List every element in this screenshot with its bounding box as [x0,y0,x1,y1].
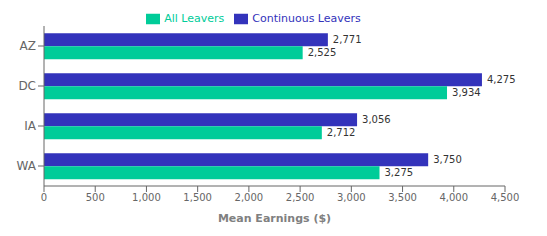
svg-text:3,500: 3,500 [388,192,417,203]
svg-text:DC: DC [18,79,36,93]
svg-text:500: 500 [86,192,105,203]
svg-text:3,056: 3,056 [362,114,391,125]
svg-text:2,500: 2,500 [286,192,315,203]
svg-text:3,934: 3,934 [452,87,481,98]
svg-text:4,000: 4,000 [439,192,468,203]
svg-text:AZ: AZ [20,39,36,53]
svg-text:WA: WA [17,159,37,173]
svg-text:3,000: 3,000 [337,192,366,203]
svg-text:2,712: 2,712 [327,127,356,138]
svg-text:4,275: 4,275 [487,74,516,85]
svg-text:2,000: 2,000 [235,192,264,203]
svg-text:IA: IA [24,119,37,133]
svg-text:3,750: 3,750 [433,154,462,165]
svg-text:4,500: 4,500 [491,192,520,203]
svg-text:1,500: 1,500 [183,192,212,203]
html-text:All Leavers: All Leavers [164,12,225,25]
svg-text:3,275: 3,275 [385,167,414,178]
svg-text:Mean Earnings ($): Mean Earnings ($) [218,212,331,225]
svg-text:1,000: 1,000 [132,192,161,203]
svg-text:2,771: 2,771 [333,34,362,45]
svg-text:2,525: 2,525 [308,47,337,58]
html-text:Continuous Leavers: Continuous Leavers [252,12,361,25]
svg-text:0: 0 [41,192,47,203]
